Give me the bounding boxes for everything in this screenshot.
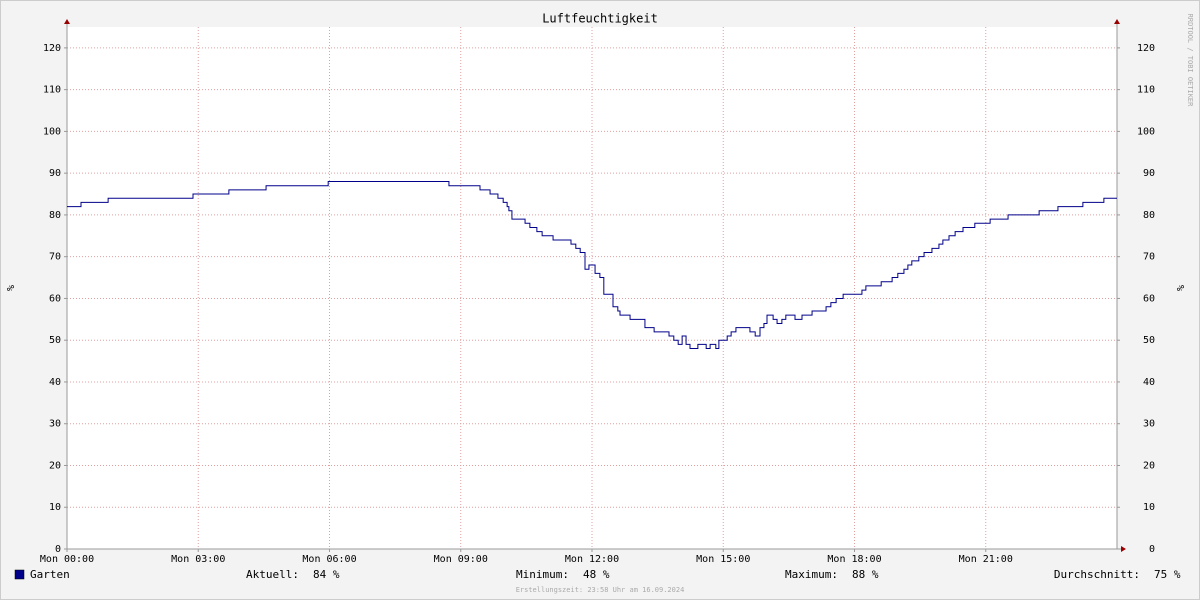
chart-title: Luftfeuchtigkeit	[542, 12, 658, 26]
y-tick-label: 60	[49, 293, 61, 304]
y-tick-label: 0	[55, 544, 61, 555]
axis-arrow	[1114, 19, 1120, 24]
x-tick-label: Mon 15:00	[696, 554, 750, 565]
y2-tick-label: 70	[1143, 252, 1155, 263]
y-tick-label: 50	[49, 335, 61, 346]
x-tick-label: Mon 12:00	[565, 554, 619, 565]
y2-tick-label: 10	[1143, 502, 1155, 513]
y-tick-label: 30	[49, 419, 61, 430]
y2-tick-label: 80	[1143, 210, 1155, 221]
axis-arrow	[64, 19, 70, 24]
x-tick-label: Mon 21:00	[959, 554, 1013, 565]
x-tick-label: Mon 00:00	[40, 554, 94, 565]
y-tick-label: 120	[43, 43, 61, 54]
y2-tick-label: 110	[1137, 85, 1155, 96]
stat-label: Aktuell:	[246, 568, 299, 581]
y-axis-label: %	[4, 285, 15, 291]
axis-arrow	[1121, 546, 1126, 552]
watermark: RRDTOOL / TOBI OETIKER	[1186, 14, 1194, 108]
y2-tick-label: 0	[1149, 544, 1155, 555]
data-line	[67, 181, 1117, 350]
stat-label: Minimum:	[516, 568, 569, 581]
y-tick-label: 10	[49, 502, 61, 513]
y2-tick-label: 40	[1143, 377, 1155, 388]
y-tick-label: 100	[43, 126, 61, 137]
y-tick-label: 110	[43, 85, 61, 96]
y-tick-label: 90	[49, 168, 61, 179]
y-tick-label: 20	[49, 460, 61, 471]
y-tick-label: 70	[49, 252, 61, 263]
y2-axis-label: %	[1174, 285, 1185, 291]
y2-tick-label: 90	[1143, 168, 1155, 179]
y2-tick-label: 30	[1143, 419, 1155, 430]
y2-tick-label: 120	[1137, 43, 1155, 54]
x-tick-label: Mon 18:00	[827, 554, 881, 565]
legend-label: Garten	[30, 568, 70, 581]
y-tick-label: 40	[49, 377, 61, 388]
footer: Erstellungszeit: 23:58 Uhr am 16.09.2024	[516, 586, 685, 594]
x-tick-label: Mon 09:00	[434, 554, 488, 565]
stat-value: 48 %	[583, 568, 610, 581]
y2-tick-label: 100	[1137, 126, 1155, 137]
y2-tick-label: 50	[1143, 335, 1155, 346]
stat-value: 88 %	[852, 568, 879, 581]
legend-swatch	[14, 569, 25, 580]
x-tick-label: Mon 03:00	[171, 554, 225, 565]
x-tick-label: Mon 06:00	[302, 554, 356, 565]
stat-value: 75 %	[1154, 568, 1181, 581]
y-tick-label: 80	[49, 210, 61, 221]
stat-value: 84 %	[313, 568, 340, 581]
y2-tick-label: 60	[1143, 293, 1155, 304]
y2-tick-label: 20	[1143, 460, 1155, 471]
stat-label: Maximum:	[785, 568, 838, 581]
stat-label: Durchschnitt:	[1054, 568, 1140, 581]
